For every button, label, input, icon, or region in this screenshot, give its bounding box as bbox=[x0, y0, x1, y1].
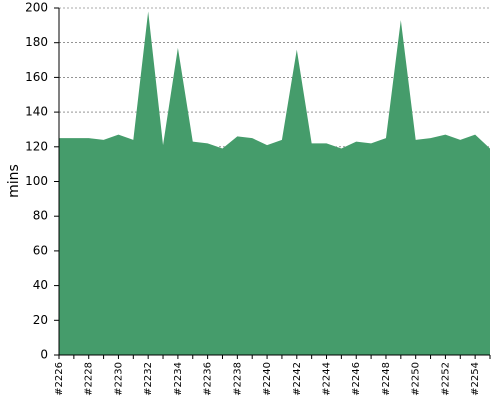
x-tick-label: #2254 bbox=[470, 362, 481, 396]
y-tick-label: 120 bbox=[25, 139, 48, 153]
y-tick-label: 180 bbox=[25, 35, 48, 49]
x-tick-label: #2228 bbox=[84, 362, 95, 396]
x-tick-label: #2252 bbox=[440, 362, 451, 396]
y-tick-label: 200 bbox=[25, 1, 48, 15]
x-tick-label: #2238 bbox=[232, 362, 243, 396]
y-axis-label: mins bbox=[6, 164, 22, 198]
x-tick-label: #2250 bbox=[411, 362, 422, 396]
y-tick-label: 100 bbox=[25, 174, 48, 188]
y-tick-label: 160 bbox=[25, 70, 48, 84]
x-tick-label: #2226 bbox=[54, 362, 65, 396]
y-tick-label: 0 bbox=[40, 348, 48, 362]
x-tick-label: #2244 bbox=[322, 362, 333, 396]
y-tick-label: 140 bbox=[25, 105, 48, 119]
x-tick-label: #2246 bbox=[351, 362, 362, 396]
x-tick-label: #2232 bbox=[143, 362, 154, 396]
x-tick-label: #2230 bbox=[113, 362, 124, 396]
x-tick-label: #2248 bbox=[381, 362, 392, 396]
area bbox=[59, 11, 490, 355]
x-tick-label: #2240 bbox=[262, 362, 273, 396]
y-tick-label: 40 bbox=[33, 278, 48, 292]
y-tick-label: 20 bbox=[33, 313, 48, 327]
x-tick-label: #2242 bbox=[292, 362, 303, 396]
y-tick-label: 60 bbox=[33, 243, 48, 257]
x-tick-label: #2236 bbox=[203, 362, 214, 396]
y-tick-label: 80 bbox=[33, 209, 48, 223]
x-tick-label: #2234 bbox=[173, 362, 184, 396]
